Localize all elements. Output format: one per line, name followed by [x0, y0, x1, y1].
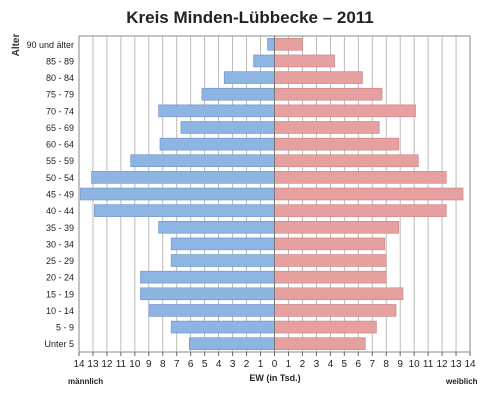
- x-tick-label: 1: [258, 359, 264, 370]
- bar-male: [267, 38, 275, 51]
- x-tick-label: 13: [450, 359, 462, 370]
- bar-male: [159, 137, 275, 151]
- bar-female: [274, 171, 447, 184]
- bar-male: [223, 71, 275, 84]
- x-tick-label: 5: [342, 359, 348, 370]
- x-tick-label: 14: [464, 359, 476, 370]
- bar-male: [158, 220, 275, 234]
- bar-male: [148, 304, 275, 317]
- category-label: 65 - 69: [46, 123, 74, 133]
- bar-male: [140, 270, 275, 284]
- bar-male: [158, 104, 275, 118]
- bar-male: [140, 287, 275, 301]
- x-tick-label: 1: [286, 359, 292, 370]
- x-tick-label: 12: [437, 359, 449, 370]
- x-tick-label: 3: [314, 359, 320, 370]
- bar-female: [274, 71, 363, 84]
- bar-female: [274, 220, 400, 234]
- x-tick-label: 12: [101, 359, 113, 370]
- bar-female: [274, 204, 447, 217]
- bar-female: [274, 320, 377, 334]
- bar-male: [170, 254, 275, 267]
- category-label: 35 - 39: [46, 223, 74, 233]
- bar-male: [189, 337, 275, 350]
- category-label: 15 - 19: [46, 289, 74, 299]
- bar-female: [274, 54, 335, 68]
- x-tick-label: 7: [174, 359, 180, 370]
- category-label: 75 - 79: [46, 90, 74, 100]
- bar-female: [274, 237, 386, 251]
- category-label: 60 - 64: [46, 140, 74, 150]
- category-label: 70 - 74: [46, 106, 74, 116]
- category-label: 55 - 59: [46, 156, 74, 166]
- x-axis-label: EW (in Tsd.): [249, 373, 301, 383]
- x-tick-label: 4: [328, 359, 334, 370]
- category-label: 85 - 89: [46, 56, 74, 66]
- category-label: 10 - 14: [46, 306, 74, 316]
- bar-female: [274, 137, 400, 151]
- x-tick-label: 9: [397, 359, 403, 370]
- category-label: 30 - 34: [46, 239, 74, 249]
- x-tick-label: 11: [116, 359, 127, 370]
- bar-female: [274, 87, 383, 101]
- chart-title: Kreis Minden-Lübbecke – 2011: [126, 8, 374, 27]
- category-label: Unter 5: [44, 339, 74, 349]
- bar-male: [253, 54, 275, 68]
- category-label: 90 und älter: [26, 40, 74, 50]
- bar-male: [94, 204, 275, 217]
- female-label: weiblich: [446, 377, 478, 386]
- male-label: männlich: [68, 377, 104, 386]
- x-tick-label: 0: [272, 359, 278, 370]
- bar-female: [274, 270, 387, 284]
- x-tick-label: 10: [129, 359, 141, 370]
- bar-female: [274, 104, 416, 118]
- bar-male: [91, 171, 275, 184]
- bar-male: [170, 320, 275, 334]
- x-tick-label: 8: [383, 359, 389, 370]
- x-tick-label: 13: [87, 359, 99, 370]
- bar-female: [274, 121, 380, 134]
- bar-male: [80, 187, 275, 201]
- x-tick-label: 6: [356, 359, 362, 370]
- x-tick-label: 8: [160, 359, 166, 370]
- x-tick-label: 4: [216, 359, 222, 370]
- bar-female: [274, 187, 464, 201]
- bar-male: [130, 154, 275, 168]
- category-label: 20 - 24: [46, 273, 74, 283]
- x-tick-label: 11: [423, 359, 434, 370]
- bar-female: [274, 337, 366, 350]
- x-tick-label: 6: [188, 359, 194, 370]
- x-tick-label: 2: [300, 359, 306, 370]
- category-label: 25 - 29: [46, 256, 74, 266]
- category-label: 50 - 54: [46, 173, 74, 183]
- bar-male: [180, 121, 275, 134]
- x-tick-label: 7: [369, 359, 375, 370]
- bar-male: [170, 237, 275, 251]
- bar-female: [274, 38, 303, 51]
- category-label: 5 - 9: [56, 323, 74, 333]
- category-label: 40 - 44: [46, 206, 74, 216]
- bar-female: [274, 304, 397, 317]
- x-tick-label: 2: [244, 359, 250, 370]
- x-tick-label: 14: [73, 359, 85, 370]
- bar-female: [274, 154, 419, 168]
- x-tick-label: 5: [202, 359, 208, 370]
- x-tick-label: 3: [230, 359, 236, 370]
- x-tick-label: 10: [409, 359, 421, 370]
- x-tick-label: 9: [146, 359, 152, 370]
- bar-female: [274, 254, 387, 267]
- category-label: 80 - 84: [46, 73, 74, 83]
- category-label: 45 - 49: [46, 190, 74, 200]
- bar-female: [274, 287, 404, 301]
- bar-male: [201, 87, 275, 101]
